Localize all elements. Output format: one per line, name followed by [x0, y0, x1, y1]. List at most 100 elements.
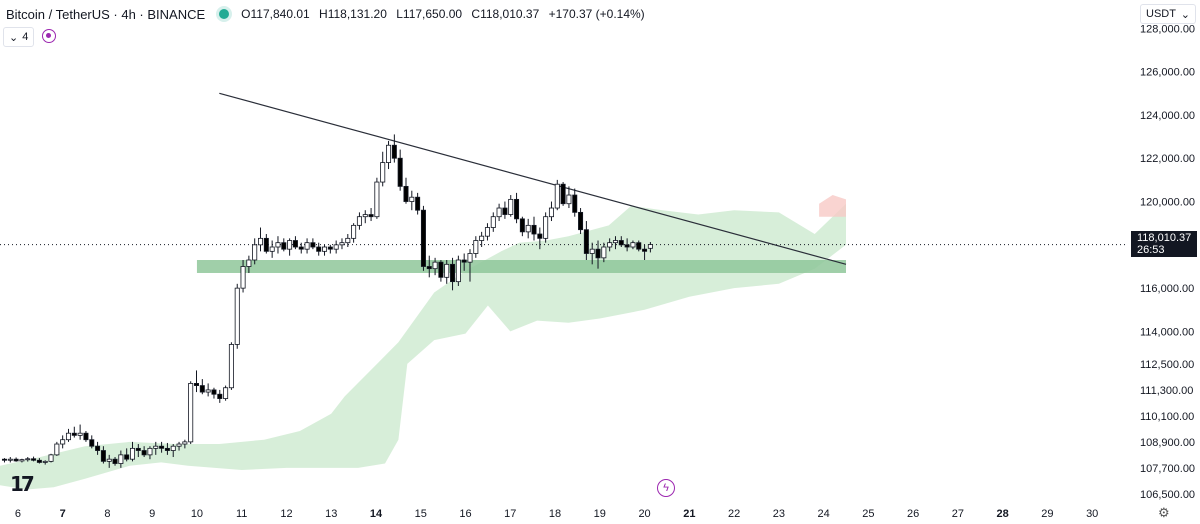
candle-body: [380, 162, 386, 183]
y-tick-label: 128,000.00: [1140, 23, 1195, 35]
y-tick-label: 106,500.00: [1140, 489, 1195, 501]
candle-body: [170, 445, 176, 451]
candle-body: [234, 287, 240, 345]
candle-body: [531, 224, 537, 235]
candle-body: [525, 224, 531, 233]
candle-body: [19, 459, 25, 462]
chevron-down-icon: ⌄: [1180, 8, 1190, 21]
open-value: 117,840.01: [250, 7, 310, 21]
chart-header: Bitcoin / TetherUS · 4h · BINANCE O117,8…: [0, 0, 645, 28]
x-tick-label: 21: [683, 508, 695, 520]
candle-body: [60, 439, 66, 445]
x-tick-label: 14: [370, 508, 383, 520]
candle-body: [612, 240, 618, 244]
candle-body: [461, 259, 467, 263]
x-tick-label: 7: [60, 508, 66, 520]
candle-body: [618, 240, 624, 246]
settings-gear-icon[interactable]: ⚙: [1158, 505, 1170, 520]
symbol-title[interactable]: Bitcoin / TetherUS · 4h · BINANCE: [6, 6, 206, 22]
open-label: O: [241, 7, 251, 21]
y-tick-label: 122,000.00: [1140, 153, 1195, 165]
candle-body: [374, 181, 380, 218]
x-tick-label: 24: [817, 508, 829, 520]
candle-body: [391, 144, 397, 159]
candle-body: [333, 244, 339, 250]
x-tick-label: 25: [862, 508, 874, 520]
candle-body: [356, 216, 362, 226]
candle-body: [572, 194, 578, 213]
x-tick-label: 26: [907, 508, 919, 520]
candle-body: [153, 445, 159, 449]
candle-body: [624, 244, 630, 248]
x-tick-label: 9: [149, 508, 155, 520]
indicator-settings-icon[interactable]: [42, 29, 56, 43]
candle-body: [647, 244, 653, 249]
candle-body: [479, 235, 485, 241]
y-tick-label: 110,100.00: [1140, 411, 1194, 423]
candle-body: [147, 447, 153, 456]
x-tick-label: 16: [459, 508, 471, 520]
lightning-icon[interactable]: ϟ: [657, 479, 675, 497]
candle-body: [409, 196, 415, 202]
candle-body: [217, 393, 223, 399]
candle-body: [455, 259, 461, 283]
candle-body: [642, 248, 648, 252]
candle-body: [258, 237, 264, 246]
candle-body: [473, 240, 479, 254]
descending-trendline: [219, 92, 847, 265]
candle-body: [182, 441, 188, 445]
candle-body: [25, 458, 31, 461]
candle-body: [420, 209, 426, 267]
indicator-toggle[interactable]: ⌄ 4: [3, 27, 35, 47]
candle-body: [543, 216, 549, 239]
candle-body: [42, 460, 48, 463]
candle-body: [1, 458, 7, 461]
candle-body: [636, 242, 642, 250]
x-tick-label: 19: [594, 508, 606, 520]
candle-body: [13, 458, 19, 462]
candle-body: [292, 240, 298, 248]
y-tick-label: 108,900.00: [1140, 437, 1195, 449]
x-tick-label: 23: [773, 508, 785, 520]
currency-selector[interactable]: USDT ⌄: [1140, 4, 1196, 24]
x-tick-label: 28: [997, 508, 1009, 520]
candle-body: [48, 454, 54, 462]
candle-body: [304, 242, 310, 250]
candle-body: [83, 432, 89, 441]
x-tick-label: 20: [638, 508, 650, 520]
candle-body: [345, 237, 351, 244]
candle-body: [484, 227, 490, 237]
candle-body: [607, 242, 613, 248]
candle-body: [124, 454, 130, 460]
candle-body: [554, 183, 560, 209]
candle-body: [199, 385, 205, 393]
candle-body: [496, 207, 502, 218]
last-price-value: 118,010.37: [1137, 232, 1192, 244]
x-tick-label: 30: [1086, 508, 1098, 520]
candle-body: [566, 194, 572, 205]
y-tick-label: 114,000.00: [1140, 326, 1194, 338]
candle-body: [95, 445, 101, 451]
candle-body: [310, 242, 316, 248]
candle-body: [246, 259, 252, 267]
x-tick-label: 27: [952, 508, 964, 520]
low-label: L: [396, 7, 403, 21]
candle-body: [263, 237, 269, 252]
y-tick-label: 124,000.00: [1140, 110, 1195, 122]
x-tick-label: 11: [236, 508, 247, 520]
candle-body: [415, 196, 421, 211]
candle-body: [188, 383, 194, 443]
candle-body: [560, 183, 566, 205]
candle-body: [7, 458, 13, 461]
candle-body: [589, 248, 595, 254]
candle-body: [240, 266, 246, 289]
tradingview-logo-icon[interactable]: 17: [10, 472, 35, 496]
x-tick-label: 13: [325, 508, 337, 520]
x-tick-label: 18: [549, 508, 561, 520]
low-value: 117,650.00: [402, 7, 463, 21]
candle-body: [223, 387, 229, 399]
candle-body: [141, 450, 147, 456]
candle-body: [327, 246, 333, 250]
ohlc-readout: O117,840.01 H118,131.20 L117,650.00 C118…: [241, 7, 645, 21]
